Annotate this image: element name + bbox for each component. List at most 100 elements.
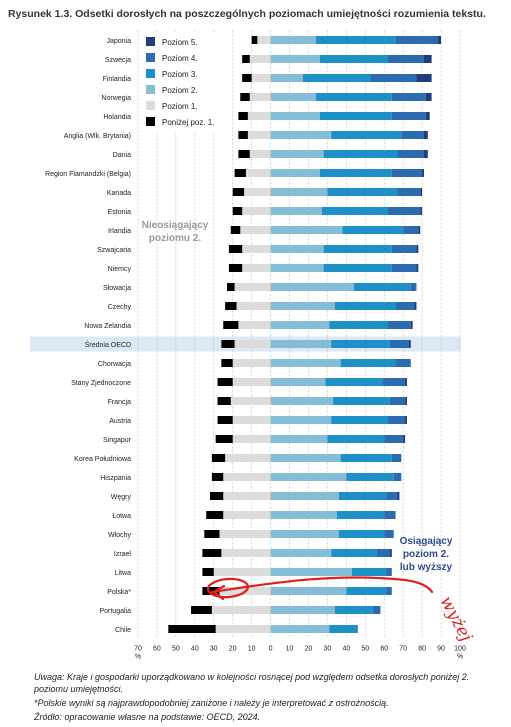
bar-segment-poziom4	[389, 397, 406, 405]
bar-segment-poziom2	[270, 511, 337, 519]
bar-segment-poziom5	[403, 435, 406, 443]
bar-segment-poziom1	[232, 435, 271, 443]
bar-segment-ponizej1	[202, 549, 222, 557]
bar-segment-poziom3	[338, 492, 387, 500]
bar-segment-poziom2	[270, 36, 317, 44]
notes: Uwaga: Kraje i gospodarki uporządkowano …	[34, 671, 494, 725]
legend-label-poziom5: Poziom 5.	[162, 38, 198, 47]
bar-segment-poziom5	[405, 397, 407, 405]
x-tick-label: 20	[305, 646, 313, 653]
country-label: Chorwacja	[98, 361, 131, 368]
bar-segment-poziom3	[334, 606, 373, 614]
bar-segment-poziom3	[346, 587, 387, 595]
bar-segment-poziom3	[353, 283, 411, 291]
bar-segment-poziom3	[340, 359, 396, 367]
annotation-left-line2: poziomu 2.	[149, 233, 201, 244]
bar-segment-ponizej1	[225, 302, 237, 310]
bar-segment-ponizej1	[223, 321, 239, 329]
bar-segment-ponizej1	[211, 454, 226, 462]
bar-segment-poziom4	[384, 511, 396, 519]
bar-segment-poziom1	[236, 302, 271, 310]
country-label: Średnia OECD	[85, 340, 131, 349]
bar-segment-poziom5	[422, 169, 425, 177]
chart-svg: Japonia Szwecja Finlandia Norwegia Holandia A…	[30, 30, 476, 661]
bar-segment-poziom3	[327, 188, 398, 196]
x-tick-label: 70	[134, 646, 142, 653]
country-label: Norwegia	[101, 95, 131, 102]
bar-segment-poziom1	[232, 359, 271, 367]
bar-segment-poziom2	[270, 359, 341, 367]
bar-segment-poziom3	[342, 226, 404, 234]
bar-segment-ponizej1	[242, 55, 250, 63]
bar-segment-ponizej1	[217, 397, 231, 405]
x-unit-label: %	[135, 654, 141, 661]
bar-segment-poziom1	[257, 36, 271, 44]
bar-segment-poziom4	[388, 321, 411, 329]
country-label: Szwecja	[105, 57, 131, 64]
legend: Poziom 5. Poziom 4. Poziom 3. Poziom 2. Pozi…	[140, 33, 230, 132]
handwritten-arrow	[210, 576, 434, 601]
bar-segment-poziom2	[270, 283, 354, 291]
bar-segment-poziom5	[420, 188, 423, 196]
country-label: Węgry	[111, 494, 132, 501]
bar-segment-ponizej1	[232, 188, 245, 196]
legend-label-poziom1: Poziom 1.	[162, 102, 198, 111]
bar-segment-poziom1	[238, 321, 271, 329]
annotation-left-line1: Nieosiągający	[142, 220, 209, 231]
x-tick-label: 0	[269, 646, 273, 653]
bar-segment-poziom5	[424, 131, 428, 139]
bar-segment-poziom3	[323, 264, 392, 272]
bar-segment-poziom1	[240, 226, 271, 234]
legend-swatch-poziom2	[146, 85, 155, 94]
bar-segment-ponizej1	[227, 283, 235, 291]
bar-segment-poziom5	[416, 245, 419, 253]
country-label: Finlandia	[103, 76, 132, 83]
legend-label-poziom4: Poziom 4.	[162, 54, 198, 63]
bar-segment-poziom3	[319, 112, 392, 120]
note-zrodlo: Źródło: opracowanie własne na podstawie:…	[34, 712, 261, 722]
bar-segment-ponizej1	[215, 435, 233, 443]
bar-segment-poziom5	[416, 264, 419, 272]
bar-segment-poziom3	[331, 416, 389, 424]
bar-segment-poziom5	[405, 378, 407, 386]
bar-segment-poziom5	[416, 74, 432, 82]
bar-segment-poziom1	[234, 340, 271, 348]
country-label: Czechy	[108, 304, 132, 311]
bar-segment-poziom4	[355, 625, 358, 633]
x-tick-label: 30	[210, 646, 218, 653]
legend-label-poziom3: Poziom 3.	[162, 70, 198, 79]
country-label: Francja	[108, 399, 131, 406]
x-tick-label: 100	[454, 646, 466, 653]
country-label: Nowa Zelandia	[84, 323, 131, 330]
x-tick-label: 40	[342, 646, 350, 653]
bar-segment-poziom5	[437, 36, 442, 44]
bar-segment-poziom4	[391, 169, 423, 177]
bar-segment-poziom3	[327, 435, 385, 443]
bar-segment-poziom4	[391, 264, 417, 272]
country-label: Singapur	[103, 437, 132, 444]
bar-segment-poziom1	[247, 112, 271, 120]
bar-segment-poziom3	[302, 74, 371, 82]
bar-segment-ponizej1	[228, 245, 243, 253]
country-label: Włochy	[108, 532, 131, 539]
bar-segment-poziom2	[270, 188, 328, 196]
bar-segment-poziom4	[410, 283, 417, 291]
bar-segment-poziom1	[242, 264, 271, 272]
bar-segment-poziom1	[219, 530, 271, 538]
bar-segment-poziom4	[386, 492, 398, 500]
bar-segment-ponizej1	[191, 606, 212, 614]
bar-segment-poziom2	[270, 568, 353, 576]
bar-segment-poziom2	[270, 416, 332, 424]
bar-segment-poziom5	[425, 112, 430, 120]
bar-segment-ponizej1	[202, 587, 220, 595]
x-tick-label: 70	[399, 646, 407, 653]
x-tick-label: 60	[153, 646, 161, 653]
bar-segment-poziom4	[388, 416, 406, 424]
x-unit-label: %	[457, 654, 463, 661]
country-label: Estonia	[108, 209, 131, 216]
country-label: Portugalia	[99, 608, 131, 615]
bar-segment-poziom2	[270, 131, 332, 139]
bar-segment-poziom4	[382, 378, 406, 386]
note-uwaga: Uwaga: Kraje i gospodarki uporządkowano …	[34, 672, 470, 694]
legend-swatch-poziom1	[146, 101, 155, 110]
